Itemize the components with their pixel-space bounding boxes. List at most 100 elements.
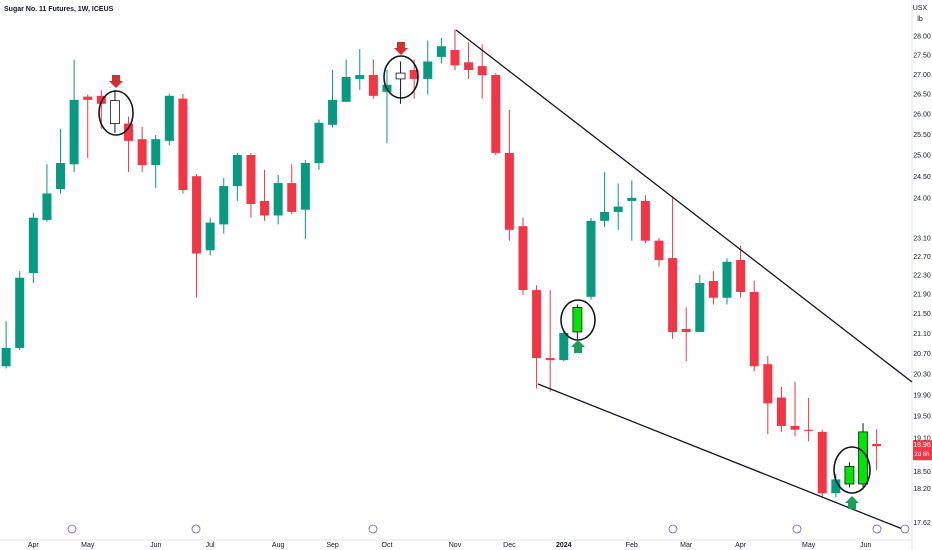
y-tick-label: 27.00 — [913, 72, 931, 79]
candle-body — [654, 240, 664, 260]
countdown: 2d 6h — [914, 452, 929, 458]
candle-body — [137, 139, 147, 166]
candle-body — [423, 61, 433, 79]
candle-body — [545, 358, 555, 361]
candle-body — [518, 226, 528, 291]
y-tick-label: 22.70 — [913, 254, 931, 261]
y-tick-label: 28.00 — [913, 34, 931, 41]
unit: lb — [917, 16, 923, 23]
candle-body — [219, 186, 229, 225]
trend-line — [455, 29, 913, 383]
candle-body — [708, 281, 718, 298]
candle-body — [328, 99, 338, 125]
candle-body — [395, 72, 406, 80]
y-tick-label: 19.50 — [913, 414, 931, 421]
candle-body — [586, 220, 596, 297]
y-tick-label: 21.10 — [913, 331, 931, 338]
x-tick-label: Apr — [28, 542, 40, 549]
highlight-circle — [98, 90, 134, 136]
drawings — [98, 29, 913, 531]
candle-body — [96, 95, 106, 104]
y-tick-label: 20.70 — [913, 351, 931, 358]
event-icon — [368, 524, 378, 534]
candle-body — [763, 364, 773, 404]
y-tick-label: 19.90 — [913, 392, 931, 399]
candle-body — [804, 429, 814, 431]
candle-body — [436, 46, 446, 57]
x-tick-label: 2024 — [556, 542, 572, 549]
candle-body — [600, 211, 610, 221]
candle-body — [273, 183, 283, 216]
candle-body — [124, 123, 134, 141]
candle-body — [164, 95, 174, 141]
event-icon — [191, 524, 201, 534]
candle-body — [477, 66, 487, 76]
candle-body — [192, 176, 202, 254]
candle-body — [232, 155, 242, 187]
candle-body — [110, 100, 120, 124]
candle-body — [409, 69, 419, 79]
candle-body — [668, 258, 678, 332]
x-tick-label: Feb — [626, 542, 638, 549]
candle-body — [736, 259, 746, 292]
candle-body — [504, 152, 514, 230]
candle-body — [355, 75, 365, 79]
candle-body — [205, 222, 215, 251]
x-tick-label: Mar — [680, 542, 693, 549]
candle-body — [640, 200, 650, 241]
y-tick-label: 25.00 — [913, 153, 931, 160]
y-tick-label: 18.50 — [913, 469, 931, 476]
x-tick-label: Jun — [860, 542, 871, 549]
x-tick-label: Sep — [326, 542, 339, 549]
up-arrow — [571, 340, 585, 353]
candle-body — [613, 206, 623, 212]
candle-body — [817, 431, 827, 494]
x-tick-label: Nov — [449, 542, 462, 549]
x-tick-label: Jun — [150, 542, 161, 549]
candle-body — [28, 217, 38, 274]
chart-title: Sugar No. 11 Futures, 1W, ICEUS — [4, 6, 114, 13]
y-tick-label: 23.10 — [913, 236, 931, 243]
x-tick-label: Oct — [382, 542, 393, 549]
candle-body — [572, 306, 583, 333]
candle-body — [681, 328, 691, 332]
y-tick-label: 20.30 — [913, 371, 931, 378]
candle-body — [42, 193, 52, 220]
up-arrow — [845, 496, 859, 509]
y-tick-label: 24.50 — [913, 174, 931, 181]
y-tick-label: 27.50 — [913, 53, 931, 60]
y-tick-label: 19.10 — [913, 435, 931, 442]
event-icon — [900, 524, 910, 534]
candle-body — [627, 197, 637, 201]
price-tag: 18.96 — [913, 442, 931, 449]
candle-body — [56, 163, 66, 190]
x-tick-label: May — [81, 542, 95, 549]
candle-body — [151, 139, 161, 166]
candle-body — [559, 332, 569, 361]
y-tick-label: 24.00 — [913, 196, 931, 203]
candle-body — [260, 200, 270, 216]
candle-body — [831, 479, 841, 494]
candle-body — [450, 50, 460, 66]
candle-body — [749, 291, 759, 367]
candle-body — [532, 290, 542, 359]
candle-body — [178, 98, 188, 190]
x-tick-label: Aug — [272, 542, 285, 549]
candle-body — [844, 465, 855, 485]
candle-body — [722, 261, 732, 298]
x-tick-label: Dec — [503, 542, 516, 549]
candle-body — [464, 62, 474, 70]
y-tick-label: 26.50 — [913, 92, 931, 99]
candle-body — [695, 282, 705, 332]
event-icon — [67, 524, 77, 534]
candle-body — [858, 431, 868, 485]
event-icons — [67, 524, 910, 534]
candle-body — [341, 76, 351, 102]
down-arrow — [109, 75, 123, 88]
highlight-circle — [833, 446, 871, 494]
y-tick-label: 22.30 — [913, 273, 931, 280]
candles — [1, 29, 882, 498]
x-tick-label: Jul — [206, 542, 215, 549]
